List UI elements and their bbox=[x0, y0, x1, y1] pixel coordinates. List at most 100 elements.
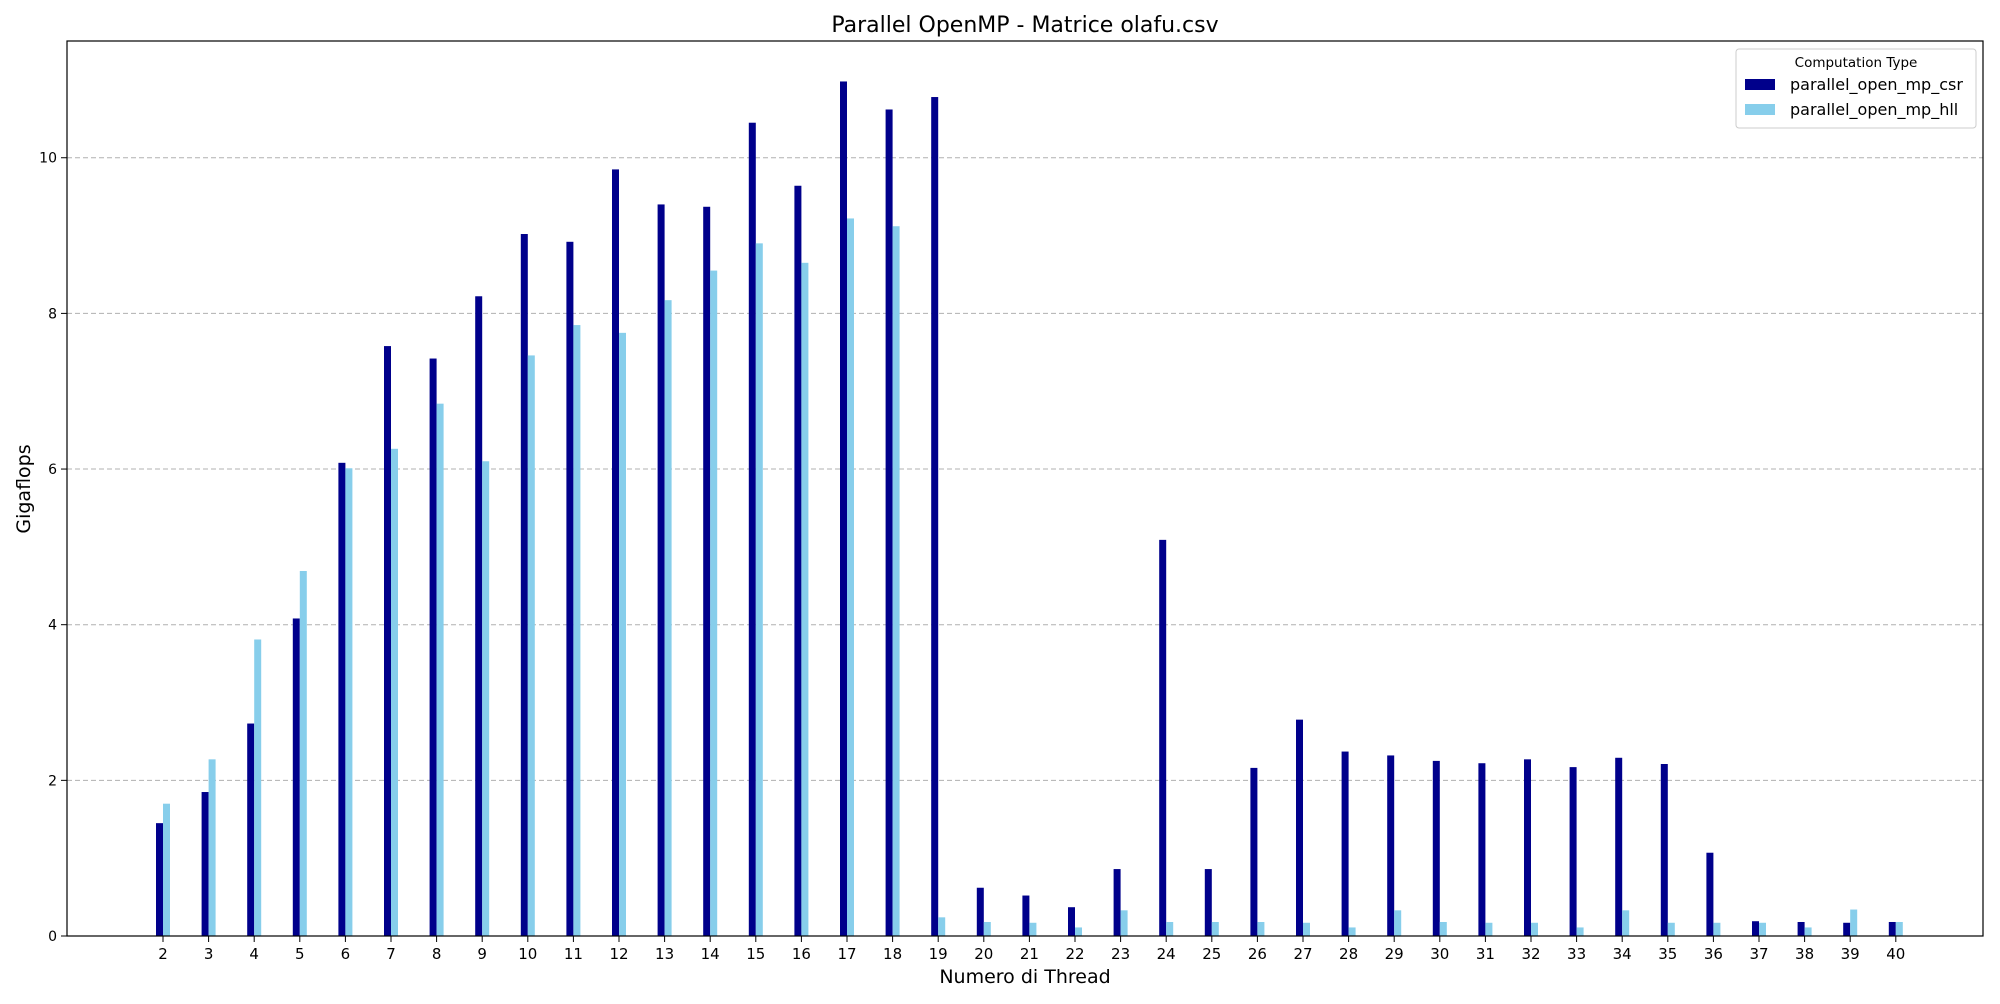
x-tick-label: 28 bbox=[1339, 945, 1358, 963]
x-tick-label: 13 bbox=[655, 945, 674, 963]
bar-csr-32 bbox=[1524, 759, 1531, 936]
x-tick-label: 15 bbox=[746, 945, 765, 963]
x-tick-label: 2 bbox=[158, 945, 168, 963]
bar-hll-16 bbox=[801, 262, 809, 937]
plot-frame bbox=[66, 40, 1984, 937]
x-tick-label: 8 bbox=[432, 945, 442, 963]
bar-hll-4 bbox=[254, 639, 262, 936]
bar-csr-19 bbox=[931, 97, 939, 936]
bar-hll-34 bbox=[1622, 910, 1630, 936]
bar-csr-39 bbox=[1843, 922, 1851, 936]
bar-csr-15 bbox=[748, 122, 756, 936]
bar-csr-11 bbox=[566, 241, 574, 936]
bar-hll-15 bbox=[755, 243, 763, 936]
bar-hll-37 bbox=[1759, 922, 1766, 936]
x-tick-label: 11 bbox=[564, 945, 583, 963]
bar-csr-4 bbox=[247, 723, 255, 936]
bar-hll-20 bbox=[983, 921, 991, 936]
y-axis-label: Gigaflops bbox=[13, 444, 35, 533]
x-tick-label: 22 bbox=[1065, 945, 1084, 963]
bar-csr-38 bbox=[1797, 921, 1805, 936]
bar-hll-24 bbox=[1166, 921, 1174, 936]
y-tick-label: 0 bbox=[48, 929, 57, 945]
legend-label-hll: parallel_open_mp_hll bbox=[1790, 100, 1958, 120]
bar-csr-40 bbox=[1888, 921, 1896, 936]
bar-csr-3 bbox=[201, 792, 209, 936]
x-tick-label: 3 bbox=[204, 945, 214, 963]
x-tick-label: 16 bbox=[792, 945, 811, 963]
bar-hll-36 bbox=[1713, 922, 1721, 936]
x-tick-label: 30 bbox=[1430, 945, 1449, 963]
bar-csr-9 bbox=[475, 296, 483, 937]
bar-hll-22 bbox=[1075, 927, 1082, 936]
y-tick-label: 4 bbox=[48, 618, 57, 634]
bar-csr-31 bbox=[1478, 763, 1486, 936]
x-tick-label: 27 bbox=[1293, 945, 1312, 963]
x-tick-label: 10 bbox=[518, 945, 537, 963]
bar-hll-2 bbox=[163, 803, 170, 936]
bar-csr-7 bbox=[384, 346, 391, 936]
bar-csr-14 bbox=[703, 206, 711, 937]
bar-hll-12 bbox=[619, 332, 626, 936]
bar-hll-28 bbox=[1348, 927, 1356, 936]
x-tick-label: 6 bbox=[341, 945, 351, 963]
x-tick-label: 39 bbox=[1841, 945, 1860, 963]
bar-hll-10 bbox=[527, 355, 535, 937]
x-tick-label: 17 bbox=[837, 945, 856, 963]
x-tick-label: 40 bbox=[1886, 945, 1905, 963]
bar-csr-35 bbox=[1660, 764, 1668, 936]
legend: Computation Type parallel_open_mp_csr pa… bbox=[1735, 48, 1977, 129]
y-tick-label: 10 bbox=[39, 151, 57, 167]
x-tick-label: 7 bbox=[386, 945, 396, 963]
bar-csr-27 bbox=[1296, 719, 1303, 936]
bar-csr-20 bbox=[976, 887, 984, 936]
x-tick-label: 38 bbox=[1795, 945, 1814, 963]
bar-hll-26 bbox=[1257, 921, 1265, 936]
x-tick-label: 34 bbox=[1613, 945, 1632, 963]
bar-hll-9 bbox=[482, 461, 490, 936]
bar-hll-35 bbox=[1667, 922, 1675, 936]
bar-hll-3 bbox=[208, 759, 216, 936]
legend-title: Computation Type bbox=[1795, 55, 1918, 71]
bar-hll-40 bbox=[1895, 921, 1903, 936]
x-tick-label: 19 bbox=[929, 945, 948, 963]
bar-csr-5 bbox=[292, 618, 300, 936]
bar-hll-30 bbox=[1439, 921, 1447, 936]
x-tick-label: 32 bbox=[1521, 945, 1540, 963]
bar-hll-29 bbox=[1394, 910, 1402, 936]
bar-csr-25 bbox=[1204, 869, 1212, 936]
bar-csr-37 bbox=[1752, 921, 1759, 936]
y-tick-label: 6 bbox=[48, 462, 57, 478]
bar-csr-8 bbox=[429, 358, 437, 937]
bar-csr-29 bbox=[1387, 755, 1395, 936]
bar-csr-23 bbox=[1113, 869, 1121, 936]
bar-hll-6 bbox=[345, 468, 353, 936]
y-axis: 0 2 4 6 8 10 bbox=[39, 151, 67, 945]
x-axis-label: Numero di Thread bbox=[939, 966, 1110, 988]
bar-csr-30 bbox=[1432, 760, 1440, 936]
bar-hll-21 bbox=[1029, 922, 1037, 936]
bar-hll-7 bbox=[391, 448, 398, 936]
bar-hll-11 bbox=[573, 325, 581, 937]
y-tick-label: 8 bbox=[48, 306, 57, 322]
bar-hll-14 bbox=[710, 270, 718, 937]
legend-swatch-csr bbox=[1745, 79, 1775, 90]
bar-hll-13 bbox=[664, 300, 672, 936]
bar-csr-33 bbox=[1569, 767, 1577, 936]
bar-csr-16 bbox=[794, 185, 802, 936]
bar-csr-17 bbox=[840, 81, 847, 937]
bar-csr-24 bbox=[1159, 539, 1167, 936]
x-tick-label: 9 bbox=[477, 945, 487, 963]
x-tick-label: 14 bbox=[701, 945, 720, 963]
x-tick-label: 4 bbox=[249, 945, 259, 963]
bar-hll-18 bbox=[892, 226, 900, 937]
y-tick-label: 2 bbox=[48, 773, 57, 789]
bar-hll-38 bbox=[1804, 927, 1812, 936]
legend-box bbox=[1735, 48, 1977, 129]
bar-hll-32 bbox=[1531, 922, 1538, 936]
x-tick-label: 35 bbox=[1658, 945, 1677, 963]
x-tick-label: 24 bbox=[1157, 945, 1176, 963]
bar-csr-26 bbox=[1250, 767, 1258, 936]
